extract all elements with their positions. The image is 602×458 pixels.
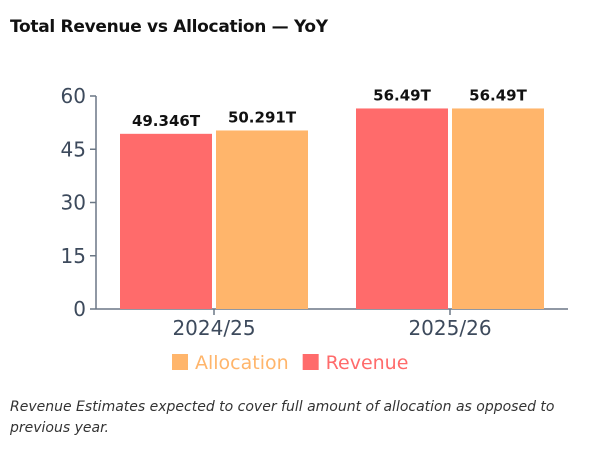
legend-label-allocation: Allocation: [195, 352, 289, 374]
y-tick-label: 45: [61, 137, 86, 161]
data-label: 50.291T: [228, 108, 297, 126]
y-tick-label: 60: [61, 84, 86, 108]
bar-allocation: [452, 108, 544, 309]
chart-title: Total Revenue vs Allocation — YoY: [10, 17, 328, 37]
footnote: Revenue Estimates expected to cover full…: [10, 399, 555, 436]
legend-swatch-allocation: [172, 354, 188, 370]
data-label: 49.346T: [132, 112, 201, 130]
bar-allocation: [216, 130, 308, 309]
y-tick-label: 0: [73, 297, 86, 321]
data-label: 56.49T: [373, 86, 431, 104]
bar-revenue: [356, 108, 448, 309]
bar-revenue: [120, 133, 212, 309]
legend-label-revenue: Revenue: [326, 352, 409, 374]
data-label: 56.49T: [469, 86, 527, 104]
x-tick-label: 2024/25: [172, 316, 255, 340]
y-tick-label: 30: [61, 191, 86, 215]
x-tick-label: 2025/26: [408, 316, 491, 340]
legend-swatch-revenue: [302, 354, 319, 370]
y-tick-label: 15: [61, 244, 86, 268]
